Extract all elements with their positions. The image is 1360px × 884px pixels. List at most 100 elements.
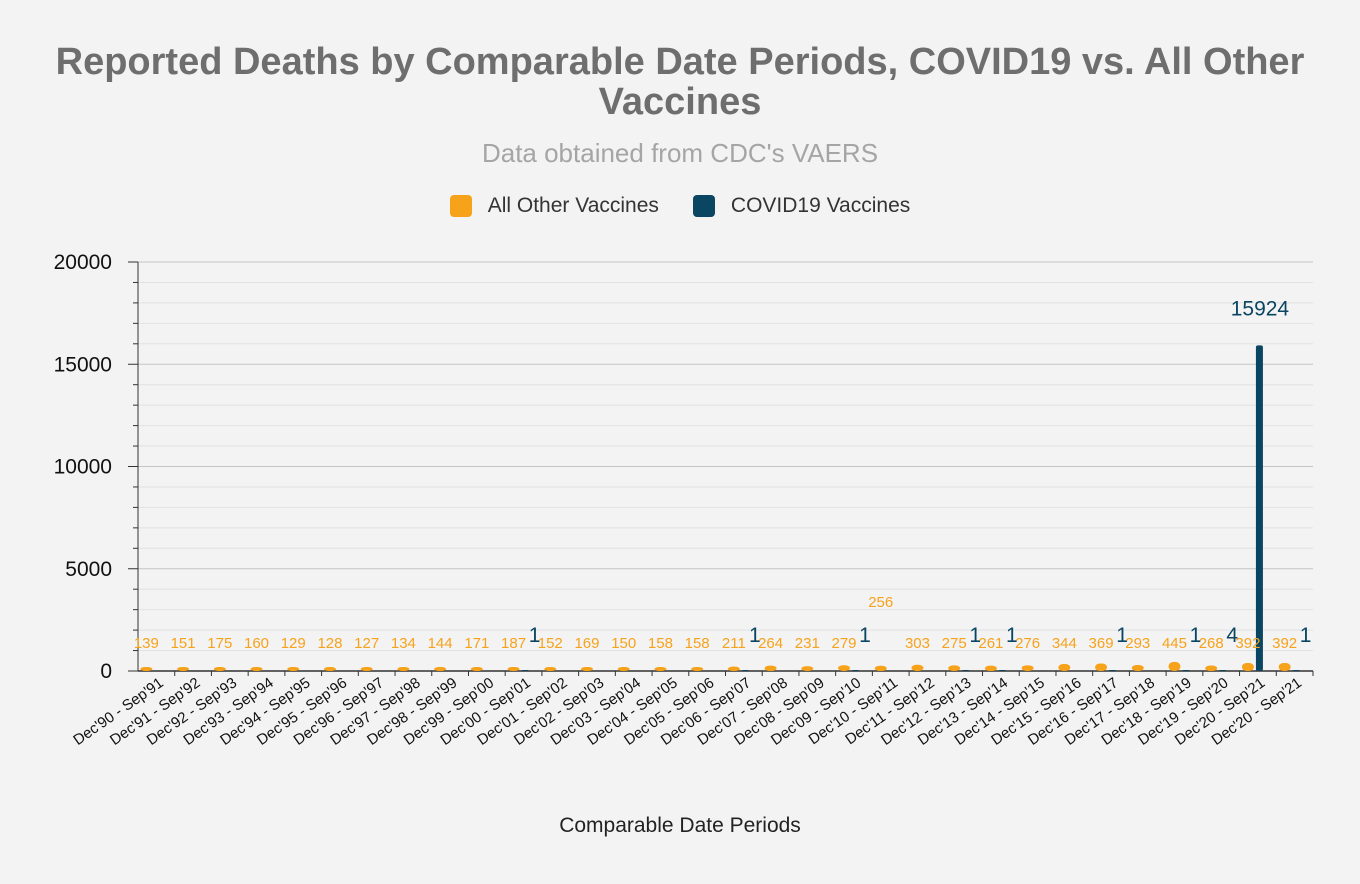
bar-other bbox=[434, 667, 447, 671]
data-label-covid: 15924 bbox=[1231, 297, 1290, 320]
y-tick-label: 0 bbox=[100, 660, 112, 683]
data-label-covid: 1 bbox=[749, 624, 761, 647]
data-label-other: 151 bbox=[171, 635, 196, 652]
data-label-other: 127 bbox=[354, 635, 379, 652]
bar-covid bbox=[1219, 670, 1227, 671]
bar-other bbox=[727, 666, 740, 671]
legend-item-covid[interactable]: COVID19 Vaccines bbox=[692, 194, 911, 218]
bar-covid bbox=[1182, 670, 1190, 671]
data-label-other: 175 bbox=[207, 635, 232, 652]
legend: All Other Vaccines COVID19 Vaccines bbox=[0, 194, 1360, 218]
bar-other bbox=[397, 667, 410, 671]
data-label-other: 268 bbox=[1199, 635, 1224, 652]
bar-other bbox=[1021, 665, 1034, 671]
y-tick-label: 20000 bbox=[54, 251, 112, 274]
legend-swatch-other bbox=[449, 195, 472, 217]
bar-covid bbox=[1255, 345, 1263, 671]
data-label-covid: 1 bbox=[1190, 624, 1202, 647]
bar-covid bbox=[741, 670, 749, 671]
data-label-other: 369 bbox=[1089, 635, 1114, 652]
data-label-covid: 1 bbox=[1006, 624, 1018, 647]
data-label-other: 275 bbox=[942, 635, 967, 652]
bar-other bbox=[580, 667, 593, 671]
bar-covid bbox=[1292, 670, 1300, 671]
bar-other bbox=[948, 665, 961, 671]
bar-other bbox=[984, 665, 997, 671]
data-label-other: 303 bbox=[905, 635, 930, 652]
bar-other bbox=[213, 667, 226, 671]
data-label-other: 445 bbox=[1162, 635, 1187, 652]
data-label-other: 158 bbox=[685, 635, 710, 652]
data-label-covid: 4 bbox=[1226, 624, 1238, 647]
data-label-other: 158 bbox=[648, 635, 673, 652]
data-label-covid: 1 bbox=[529, 624, 541, 647]
bar-other bbox=[617, 667, 630, 671]
data-label-other: 169 bbox=[574, 635, 599, 652]
data-label-other: 279 bbox=[832, 635, 857, 652]
data-label-other: 144 bbox=[428, 635, 453, 652]
y-tick-label: 15000 bbox=[54, 353, 112, 376]
legend-label-other: All Other Vaccines bbox=[487, 194, 659, 217]
data-label-other: 264 bbox=[758, 635, 783, 652]
bar-other bbox=[177, 667, 190, 671]
bar-other bbox=[691, 667, 704, 671]
bar-other bbox=[874, 665, 887, 671]
bar-other bbox=[544, 667, 557, 671]
bar-covid bbox=[962, 670, 970, 671]
data-label-covid: 1 bbox=[1300, 624, 1312, 647]
bar-other bbox=[287, 667, 300, 671]
legend-label-covid: COVID19 Vaccines bbox=[730, 194, 911, 217]
data-label-other: 187 bbox=[501, 635, 526, 652]
bar-other bbox=[1058, 663, 1071, 671]
data-label-covid: 1 bbox=[969, 624, 981, 647]
data-label-other: 276 bbox=[1015, 635, 1040, 652]
bar-other bbox=[470, 667, 483, 671]
data-label-other: 129 bbox=[281, 635, 306, 652]
data-label-covid: 1 bbox=[1116, 624, 1128, 647]
bar-other bbox=[1168, 661, 1181, 671]
bar-other bbox=[140, 667, 153, 671]
bar-other bbox=[838, 665, 851, 671]
data-label-other: 150 bbox=[611, 635, 636, 652]
data-label-other: 392 bbox=[1235, 635, 1260, 652]
chart-title: Reported Deaths by Comparable Date Perio… bbox=[55, 41, 1305, 123]
bar-other bbox=[764, 665, 777, 671]
bar-covid bbox=[521, 670, 529, 671]
data-label-other: 344 bbox=[1052, 635, 1077, 652]
data-label-other: 134 bbox=[391, 635, 416, 652]
data-label-other: 256 bbox=[868, 594, 893, 611]
bar-covid bbox=[998, 670, 1006, 671]
data-label-other: 139 bbox=[134, 635, 159, 652]
data-label-other: 392 bbox=[1272, 635, 1297, 652]
data-label-other: 171 bbox=[464, 635, 489, 652]
bar-other bbox=[1131, 665, 1144, 671]
y-tick-label: 5000 bbox=[65, 558, 112, 581]
bar-other bbox=[250, 667, 263, 671]
legend-swatch-covid bbox=[692, 195, 715, 217]
bar-other bbox=[801, 666, 814, 671]
y-tick-label: 10000 bbox=[54, 456, 112, 479]
bar-other bbox=[360, 667, 373, 671]
legend-item-other[interactable]: All Other Vaccines bbox=[449, 194, 659, 218]
data-label-other: 231 bbox=[795, 635, 820, 652]
data-label-other: 160 bbox=[244, 635, 269, 652]
bar-other bbox=[323, 667, 336, 671]
data-label-other: 293 bbox=[1125, 635, 1150, 652]
bar-covid bbox=[852, 670, 860, 671]
chart-subtitle: Data obtained from CDC's VAERS bbox=[481, 138, 879, 168]
bar-other bbox=[507, 667, 520, 671]
bar-other bbox=[1205, 665, 1218, 671]
bar-other bbox=[654, 667, 667, 671]
bar-other bbox=[911, 664, 924, 671]
data-label-other: 211 bbox=[722, 635, 746, 652]
data-label-other: 261 bbox=[978, 635, 1003, 652]
x-axis-label: Comparable Date Periods bbox=[559, 814, 801, 837]
data-label-covid: 1 bbox=[859, 624, 871, 647]
bar-covid bbox=[1109, 670, 1117, 671]
bar-other bbox=[1241, 662, 1254, 671]
bar-other bbox=[1095, 663, 1108, 671]
data-label-other: 152 bbox=[538, 635, 563, 652]
bar-other bbox=[1278, 662, 1291, 671]
data-label-other: 128 bbox=[317, 635, 342, 652]
